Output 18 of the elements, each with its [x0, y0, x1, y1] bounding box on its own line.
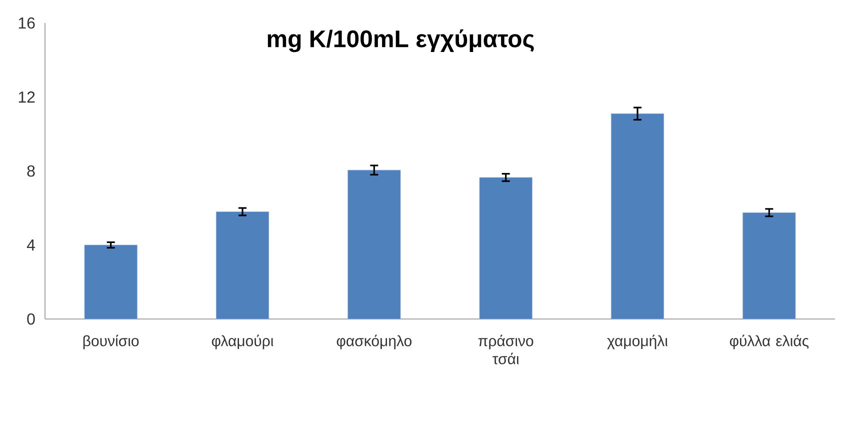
chart-title: mg K/100mL εγχύματος: [268, 29, 534, 52]
bar: [742, 212, 796, 320]
bar: [479, 177, 532, 320]
x-tick-label: φύλλα ελιάς: [730, 334, 809, 350]
bar: [610, 113, 664, 320]
x-tick-label: χαμομήλι: [607, 334, 668, 350]
bar: [348, 170, 401, 320]
bar: [216, 212, 270, 320]
y-tick-label: 4: [26, 239, 35, 251]
x-tick-label: πράσινο τσάι: [478, 334, 534, 364]
y-tick-label: 0: [27, 313, 35, 325]
x-tick-label: φλαμούρι: [212, 334, 274, 350]
y-tick-label: 16: [18, 17, 35, 29]
y-tick-label: 12: [18, 91, 35, 103]
bar: [84, 244, 138, 320]
x-tick-label: βουνίσιο: [83, 334, 139, 350]
x-tick-label: φασκόμηλο: [336, 334, 412, 350]
y-tick-label: 8: [27, 165, 35, 177]
